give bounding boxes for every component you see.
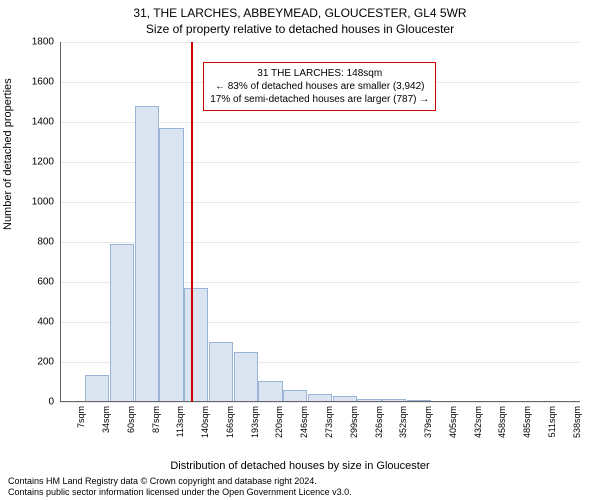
property-vline: [191, 42, 193, 402]
ytick-label: 1400: [4, 117, 54, 128]
xtick-label: 405sqm: [448, 406, 458, 438]
xtick-label: 511sqm: [547, 406, 557, 437]
ytick-label: 1600: [4, 77, 54, 88]
xtick-label: 352sqm: [398, 406, 408, 438]
xtick-label: 87sqm: [151, 406, 161, 433]
histogram-bar: [85, 375, 109, 402]
xtick-label: 220sqm: [274, 406, 284, 438]
histogram-bar: [135, 106, 159, 402]
annotation-box: 31 THE LARCHES: 148sqm← 83% of detached …: [203, 62, 436, 111]
xtick-label: 166sqm: [225, 406, 235, 438]
xtick-label: 326sqm: [374, 406, 384, 438]
xtick-label: 7sqm: [76, 406, 86, 428]
xtick-label: 193sqm: [250, 406, 260, 438]
ytick-label: 400: [4, 317, 54, 328]
histogram-bar: [159, 128, 183, 402]
xtick-label: 246sqm: [299, 406, 309, 438]
ytick-label: 1000: [4, 197, 54, 208]
histogram-bar: [184, 288, 208, 402]
plot-area: 31 THE LARCHES: 148sqm← 83% of detached …: [60, 42, 580, 402]
xtick-label: 113sqm: [175, 406, 185, 437]
xtick-label: 458sqm: [497, 406, 507, 438]
annotation-line: 31 THE LARCHES: 148sqm: [210, 67, 429, 80]
xtick-label: 432sqm: [473, 406, 483, 438]
x-axis-label: Distribution of detached houses by size …: [0, 460, 600, 472]
ytick-label: 0: [4, 397, 54, 408]
histogram-bar: [258, 381, 282, 402]
y-axis-line: [60, 42, 61, 402]
xtick-label: 273sqm: [324, 406, 334, 438]
x-axis-line: [60, 401, 580, 402]
xtick-label: 299sqm: [349, 406, 359, 438]
ytick-label: 200: [4, 357, 54, 368]
footer-attribution: Contains HM Land Registry data © Crown c…: [8, 476, 592, 498]
xtick-label: 34sqm: [101, 406, 111, 433]
ytick-label: 1800: [4, 37, 54, 48]
ytick-label: 1200: [4, 157, 54, 168]
xtick-label: 140sqm: [200, 406, 210, 438]
xtick-label: 485sqm: [522, 406, 532, 438]
footer-line1: Contains HM Land Registry data © Crown c…: [8, 476, 592, 487]
gridline: [60, 402, 580, 403]
xtick-label: 538sqm: [572, 406, 582, 438]
xtick-label: 60sqm: [126, 406, 136, 433]
chart-title-line2: Size of property relative to detached ho…: [0, 22, 600, 36]
ytick-label: 800: [4, 237, 54, 248]
gridline: [60, 42, 580, 43]
ytick-label: 600: [4, 277, 54, 288]
chart-title-line1: 31, THE LARCHES, ABBEYMEAD, GLOUCESTER, …: [0, 6, 600, 20]
histogram-bar: [110, 244, 134, 402]
annotation-line: ← 83% of detached houses are smaller (3,…: [210, 80, 429, 93]
footer-line2: Contains public sector information licen…: [8, 487, 592, 498]
histogram-bar: [209, 342, 233, 402]
annotation-line: 17% of semi-detached houses are larger (…: [210, 93, 429, 106]
histogram-bar: [234, 352, 258, 402]
xtick-label: 379sqm: [423, 406, 433, 438]
